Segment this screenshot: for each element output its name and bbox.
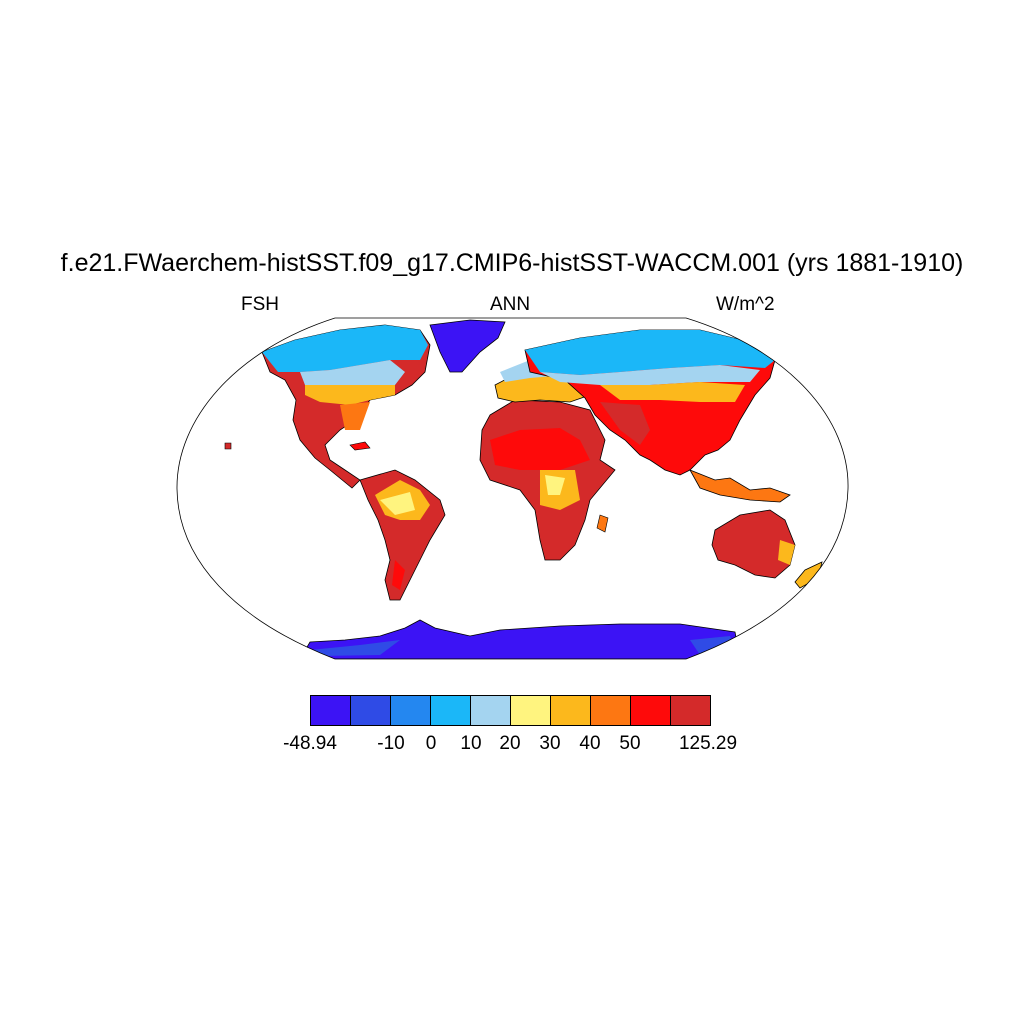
colorbar-swatch [670, 695, 711, 726]
southeast-asia [689, 469, 791, 503]
colorbar-tick-label: 10 [460, 733, 482, 754]
colorbar-swatch [550, 695, 591, 726]
variable-label: FSH [241, 294, 279, 315]
colorbar-tick-label: -10 [377, 733, 405, 754]
map-border [176, 317, 849, 660]
colorbar-swatch [510, 695, 551, 726]
colorbar [310, 695, 711, 726]
greenland [429, 319, 506, 373]
colorbar-swatch [350, 695, 391, 726]
australia [711, 509, 796, 579]
colorbar-swatch [430, 695, 471, 726]
colorbar-swatch [630, 695, 671, 726]
season-label: ANN [490, 294, 531, 315]
colorbar-tick-label: -48.94 [283, 733, 337, 754]
colorbar-tick-label: 20 [499, 733, 521, 754]
colorbar-tick-label: 125.29 [678, 733, 738, 754]
colorbar-tick-label: 0 [425, 733, 437, 754]
antarctica [299, 619, 741, 659]
colorbar-tick-label: 30 [539, 733, 561, 754]
colorbar-tick-label: 50 [619, 733, 641, 754]
colorbar-swatch [470, 695, 511, 726]
colorbar-tick-label: 40 [579, 733, 601, 754]
colorbar-swatch [590, 695, 631, 726]
new-zealand [794, 561, 823, 589]
colorbar-swatch [390, 695, 431, 726]
colorbar-swatch [310, 695, 351, 726]
units-label: W/m^2 [716, 294, 775, 315]
plot-title: f.e21.FWaerchem-histSST.f09_g17.CMIP6-hi… [60, 249, 964, 277]
